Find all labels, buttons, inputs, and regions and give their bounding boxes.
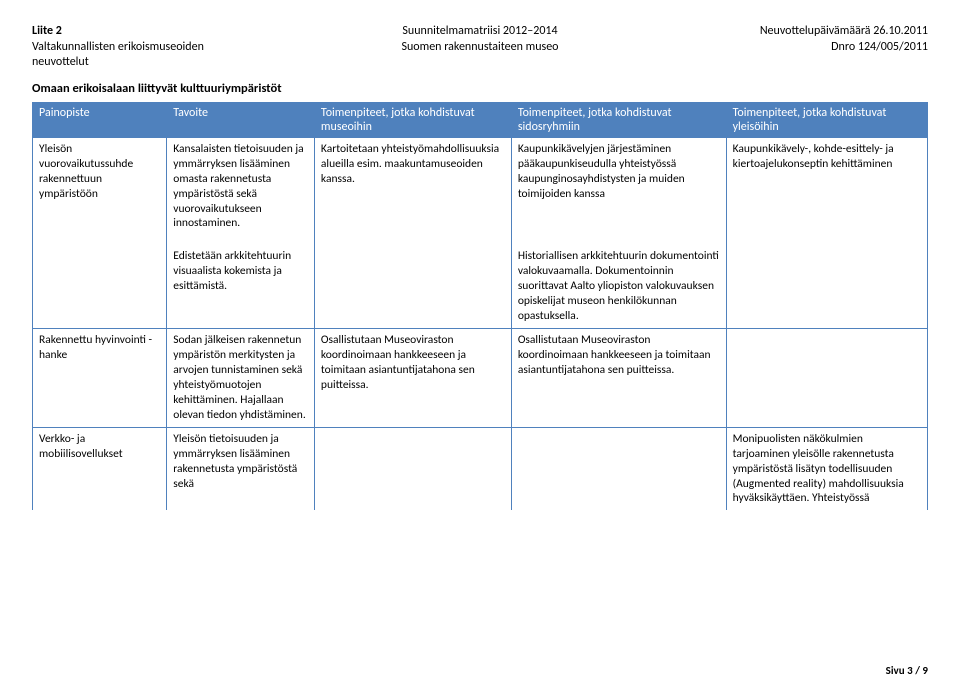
header-center-line2: Suomen rakennustaiteen museo	[332, 40, 628, 56]
cell-painopiste: Rakennettu hyvinvointi -hanke	[33, 329, 167, 428]
cell-yleisoihin	[726, 329, 927, 428]
annex-label: Liite 2	[32, 24, 328, 40]
cell-museoihin: Osallistutaan Museoviraston koordinoimaa…	[314, 329, 511, 428]
table-row: Edistetään arkkitehtuurin visuaalista ko…	[33, 235, 928, 328]
col-header-yleisoihin: Toimenpiteet, jotka kohdistuvat yleisöih…	[726, 102, 927, 138]
col-header-museoihin: Toimenpiteet, jotka kohdistuvat museoihi…	[314, 102, 511, 138]
header-right-line1: Neuvottelupäivämäärä 26.10.2011	[632, 24, 928, 40]
col-header-painopiste: Painopiste	[33, 102, 167, 138]
cell-tavoite: Yleisön tietoisuuden ja ymmärryksen lisä…	[167, 427, 315, 510]
cell-painopiste: Verkko- ja mobiilisovellukset	[33, 427, 167, 510]
cell-museoihin: Kartoitetaan yhteistyömahdollisuuksia al…	[314, 138, 511, 236]
cell-tavoite: Sodan jälkeisen rakennetun ympäristön me…	[167, 329, 315, 428]
header-left-line3: neuvottelut	[32, 55, 328, 71]
table-header-row: Painopiste Tavoite Toimenpiteet, jotka k…	[33, 102, 928, 138]
header-right: Neuvottelupäivämäärä 26.10.2011 Dnro 124…	[632, 24, 928, 71]
plan-matrix-table: Painopiste Tavoite Toimenpiteet, jotka k…	[32, 102, 928, 511]
section-title: Omaan erikoisalaan liittyvät kulttuuriym…	[32, 81, 928, 96]
table-row: Verkko- ja mobiilisovellukset Yleisön ti…	[33, 427, 928, 510]
cell-museoihin	[314, 427, 511, 510]
cell-sidosryhmiin: Osallistutaan Museoviraston koordinoimaa…	[511, 329, 726, 428]
cell-yleisoihin: Kaupunkikävely-, kohde-esittely- ja kier…	[726, 138, 927, 236]
table-row: Yleisön vuorovaikutussuhde rakennettuun …	[33, 138, 928, 236]
cell-yleisoihin	[726, 235, 927, 328]
header-center: Suunnitelmamatriisi 2012–2014 Suomen rak…	[332, 24, 628, 71]
cell-painopiste: Yleisön vuorovaikutussuhde rakennettuun …	[33, 138, 167, 236]
cell-museoihin	[314, 235, 511, 328]
page-number: Sivu 3 / 9	[886, 664, 928, 677]
table-row: Rakennettu hyvinvointi -hanke Sodan jälk…	[33, 329, 928, 428]
document-header: Liite 2 Valtakunnallisten erikoismuseoid…	[32, 24, 928, 71]
header-left-line2: Valtakunnallisten erikoismuseoiden	[32, 40, 328, 56]
header-left: Liite 2 Valtakunnallisten erikoismuseoid…	[32, 24, 328, 71]
header-center-line1: Suunnitelmamatriisi 2012–2014	[332, 24, 628, 40]
cell-tavoite: Kansalaisten tietoisuuden ja ymmärryksen…	[167, 138, 315, 236]
cell-tavoite: Edistetään arkkitehtuurin visuaalista ko…	[167, 235, 315, 328]
cell-yleisoihin: Monipuolisten näkökulmien tarjoaminen yl…	[726, 427, 927, 510]
cell-sidosryhmiin: Historiallisen arkkitehtuurin dokumentoi…	[511, 235, 726, 328]
header-right-line2: Dnro 124/005/2011	[632, 40, 928, 56]
col-header-tavoite: Tavoite	[167, 102, 315, 138]
cell-painopiste	[33, 235, 167, 328]
cell-sidosryhmiin: Kaupunkikävelyjen järjestäminen pääkaupu…	[511, 138, 726, 236]
cell-sidosryhmiin	[511, 427, 726, 510]
col-header-sidosryhmiin: Toimenpiteet, jotka kohdistuvat sidosryh…	[511, 102, 726, 138]
